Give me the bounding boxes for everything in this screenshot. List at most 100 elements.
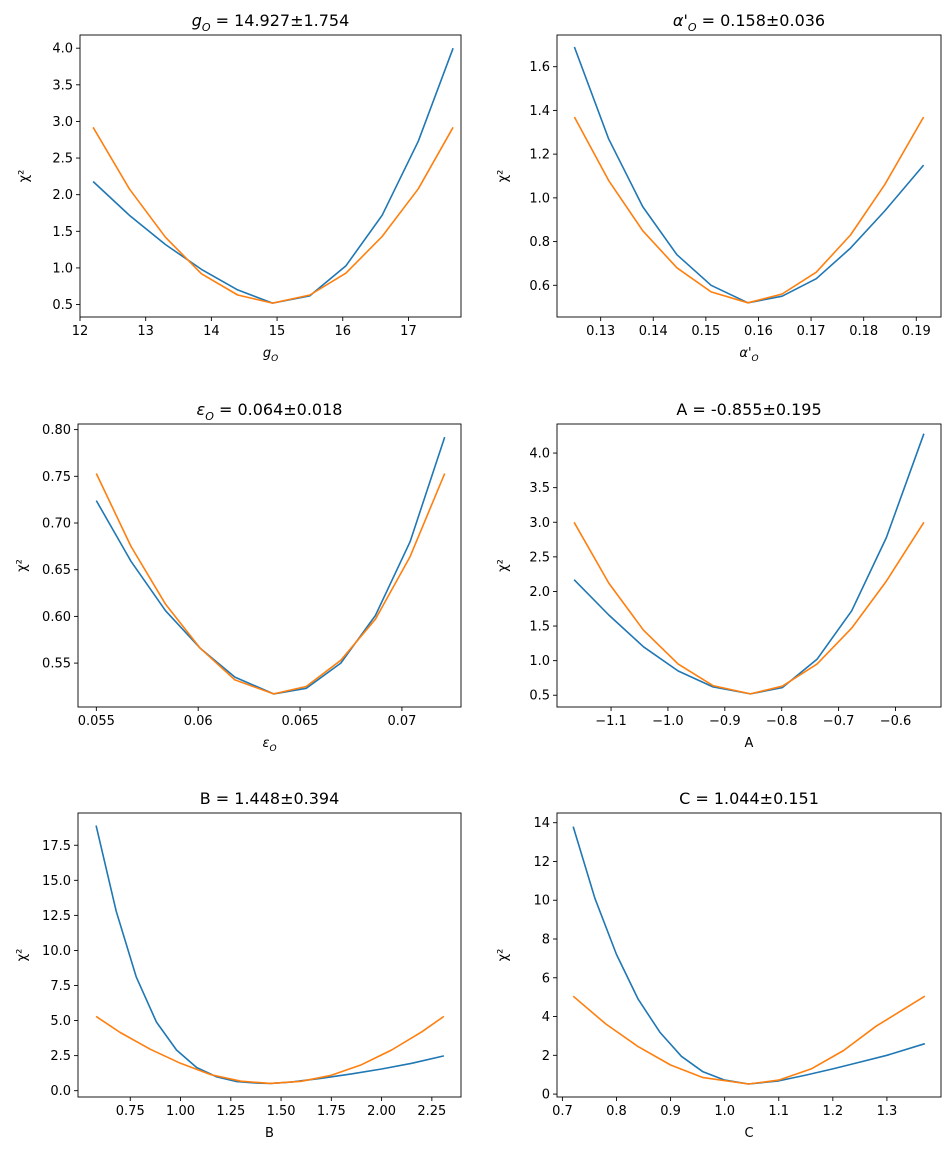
y-tick-label: 10.0	[42, 944, 71, 959]
y-tick-label: 1.0	[529, 654, 550, 669]
y-tick-label: 0	[542, 1088, 550, 1103]
x-axis-label: gO	[263, 346, 278, 364]
x-tick-label: 1.3	[877, 1104, 898, 1119]
chart-title: A = -0.855±0.195	[676, 400, 821, 419]
x-tick-label: 1.1	[768, 1104, 789, 1119]
y-tick-label: 0.5	[529, 689, 550, 704]
y-tick-label: 2.5	[50, 1049, 71, 1064]
x-tick-label: 1.0	[714, 1104, 735, 1119]
x-tick-label: 0.17	[797, 324, 826, 339]
plot-frame	[556, 812, 942, 1098]
x-tick-label: 17	[400, 324, 417, 339]
x-tick-label: 12	[72, 324, 89, 339]
y-tick-label: 0.75	[42, 470, 71, 485]
series-line-2	[95, 473, 446, 695]
x-tick-label: 0.13	[586, 324, 615, 339]
y-tick-label: 12.5	[42, 909, 71, 924]
series-line-2	[92, 126, 454, 304]
x-axis-label: α'O	[739, 346, 758, 364]
x-tick-label: −0.9	[709, 714, 741, 729]
chart-panel-5: 0.75 1.00 1.25 1.50 1.75 2.00 2.25 0.0 2.5 5.0 7.5…	[15, 789, 462, 1141]
plot-frame	[556, 34, 942, 318]
y-tick-label: 12	[533, 855, 550, 870]
y-tick-label: 1.5	[52, 225, 73, 240]
series-line-2	[95, 1015, 445, 1085]
y-tick-label: 0.8	[529, 235, 550, 250]
chart-panel-4: −1.1 −1.0 −0.9 −0.8 −0.7 −0.6 0.5 1.0 1.5 2.0 2.5 3…	[496, 400, 942, 751]
x-tick-label: 0.055	[78, 714, 115, 729]
series-line-1	[92, 47, 454, 304]
y-axis-label: χ²	[15, 559, 30, 572]
x-tick-label: 0.9	[660, 1104, 681, 1119]
y-tick-label: 0.55	[42, 657, 71, 672]
y-tick-label: 0.6	[529, 279, 550, 294]
chart-title: εO = 0.064±0.018	[197, 400, 343, 423]
y-tick-label: 3.5	[52, 78, 73, 93]
x-tick-label: −0.6	[880, 714, 912, 729]
chart-title: B = 1.448±0.394	[200, 789, 340, 808]
y-tick-label: 1.0	[529, 191, 550, 206]
y-tick-label: 0.70	[42, 517, 71, 532]
series-line-1	[95, 436, 446, 695]
y-tick-label: 2.5	[529, 550, 550, 565]
y-tick-label: 5.0	[50, 1014, 71, 1029]
x-axis-label: C	[744, 1126, 753, 1141]
chart-panel-6: 0.7 0.8 0.9 1.0 1.1 1.2 1.3 0 2 4 6 8 10 12 14 C = 1.04…	[496, 789, 942, 1141]
plot-frame	[556, 423, 942, 708]
chart-panel-1: 12 13 14 15 16 17 0.5 1.0 1.5 2.0 2.5 3.0 3.5 4.0 gO =…	[17, 11, 462, 364]
chart-title: α'O = 0.158±0.036	[673, 11, 825, 34]
x-tick-label: 0.06	[184, 714, 213, 729]
y-tick-label: 0.65	[42, 563, 71, 578]
x-tick-label: 1.25	[216, 1104, 245, 1119]
x-tick-label: 16	[334, 324, 351, 339]
y-tick-label: 3.0	[52, 115, 73, 130]
y-tick-label: 2.0	[52, 188, 73, 203]
y-tick-label: 17.5	[42, 839, 71, 854]
series-line-1	[573, 46, 925, 304]
chart-panel-2: 0.13 0.14 0.15 0.16 0.17 0.18 0.19 0.6 0.8 1.0 1.2…	[496, 11, 942, 364]
x-tick-label: −0.7	[823, 714, 855, 729]
y-tick-label: 4.0	[529, 447, 550, 462]
chart-panel-3: 0.055 0.06 0.065 0.07 0.55 0.60 0.65 0.70 0.75 0.…	[15, 400, 462, 754]
x-axis-label: εO	[262, 736, 276, 754]
y-tick-label: 2.5	[52, 152, 73, 167]
y-axis-label: χ²	[496, 559, 511, 572]
x-tick-label: −1.1	[595, 714, 627, 729]
series-line-2	[573, 116, 925, 304]
x-tick-label: 13	[137, 324, 154, 339]
x-tick-label: 2.25	[417, 1104, 446, 1119]
plot-frame	[77, 423, 462, 708]
y-tick-label: 1.6	[529, 60, 550, 75]
x-tick-label: 0.15	[691, 324, 720, 339]
y-tick-label: 1.0	[52, 261, 73, 276]
y-tick-label: 14	[533, 816, 550, 831]
y-tick-label: 7.5	[50, 979, 71, 994]
y-axis-label: χ²	[15, 949, 30, 962]
series-line-1	[95, 825, 445, 1085]
x-tick-label: 2.00	[367, 1104, 396, 1119]
x-tick-label: −0.8	[766, 714, 798, 729]
y-tick-label: 6	[542, 971, 550, 986]
x-tick-label: 0.19	[902, 324, 931, 339]
y-axis-label: χ²	[17, 170, 32, 183]
x-tick-label: 0.18	[849, 324, 878, 339]
y-tick-label: 1.5	[529, 620, 550, 635]
x-tick-label: −1.0	[652, 714, 684, 729]
y-tick-label: 4.0	[52, 42, 73, 57]
x-tick-label: 14	[203, 324, 220, 339]
x-tick-label: 15	[269, 324, 286, 339]
x-tick-label: 1.50	[267, 1104, 296, 1119]
chart-title: gO = 14.927±1.754	[192, 11, 350, 34]
x-tick-label: 1.2	[822, 1104, 843, 1119]
y-tick-label: 0.5	[52, 298, 73, 313]
x-tick-label: 0.8	[606, 1104, 627, 1119]
x-tick-label: 0.07	[387, 714, 416, 729]
series-line-1	[573, 433, 925, 695]
x-tick-label: 1.75	[317, 1104, 346, 1119]
series-line-2	[572, 995, 926, 1085]
x-tick-label: 0.7	[552, 1104, 573, 1119]
y-tick-label: 0.80	[42, 423, 71, 438]
y-tick-label: 4	[542, 1010, 550, 1025]
x-axis-label: B	[265, 1126, 274, 1141]
